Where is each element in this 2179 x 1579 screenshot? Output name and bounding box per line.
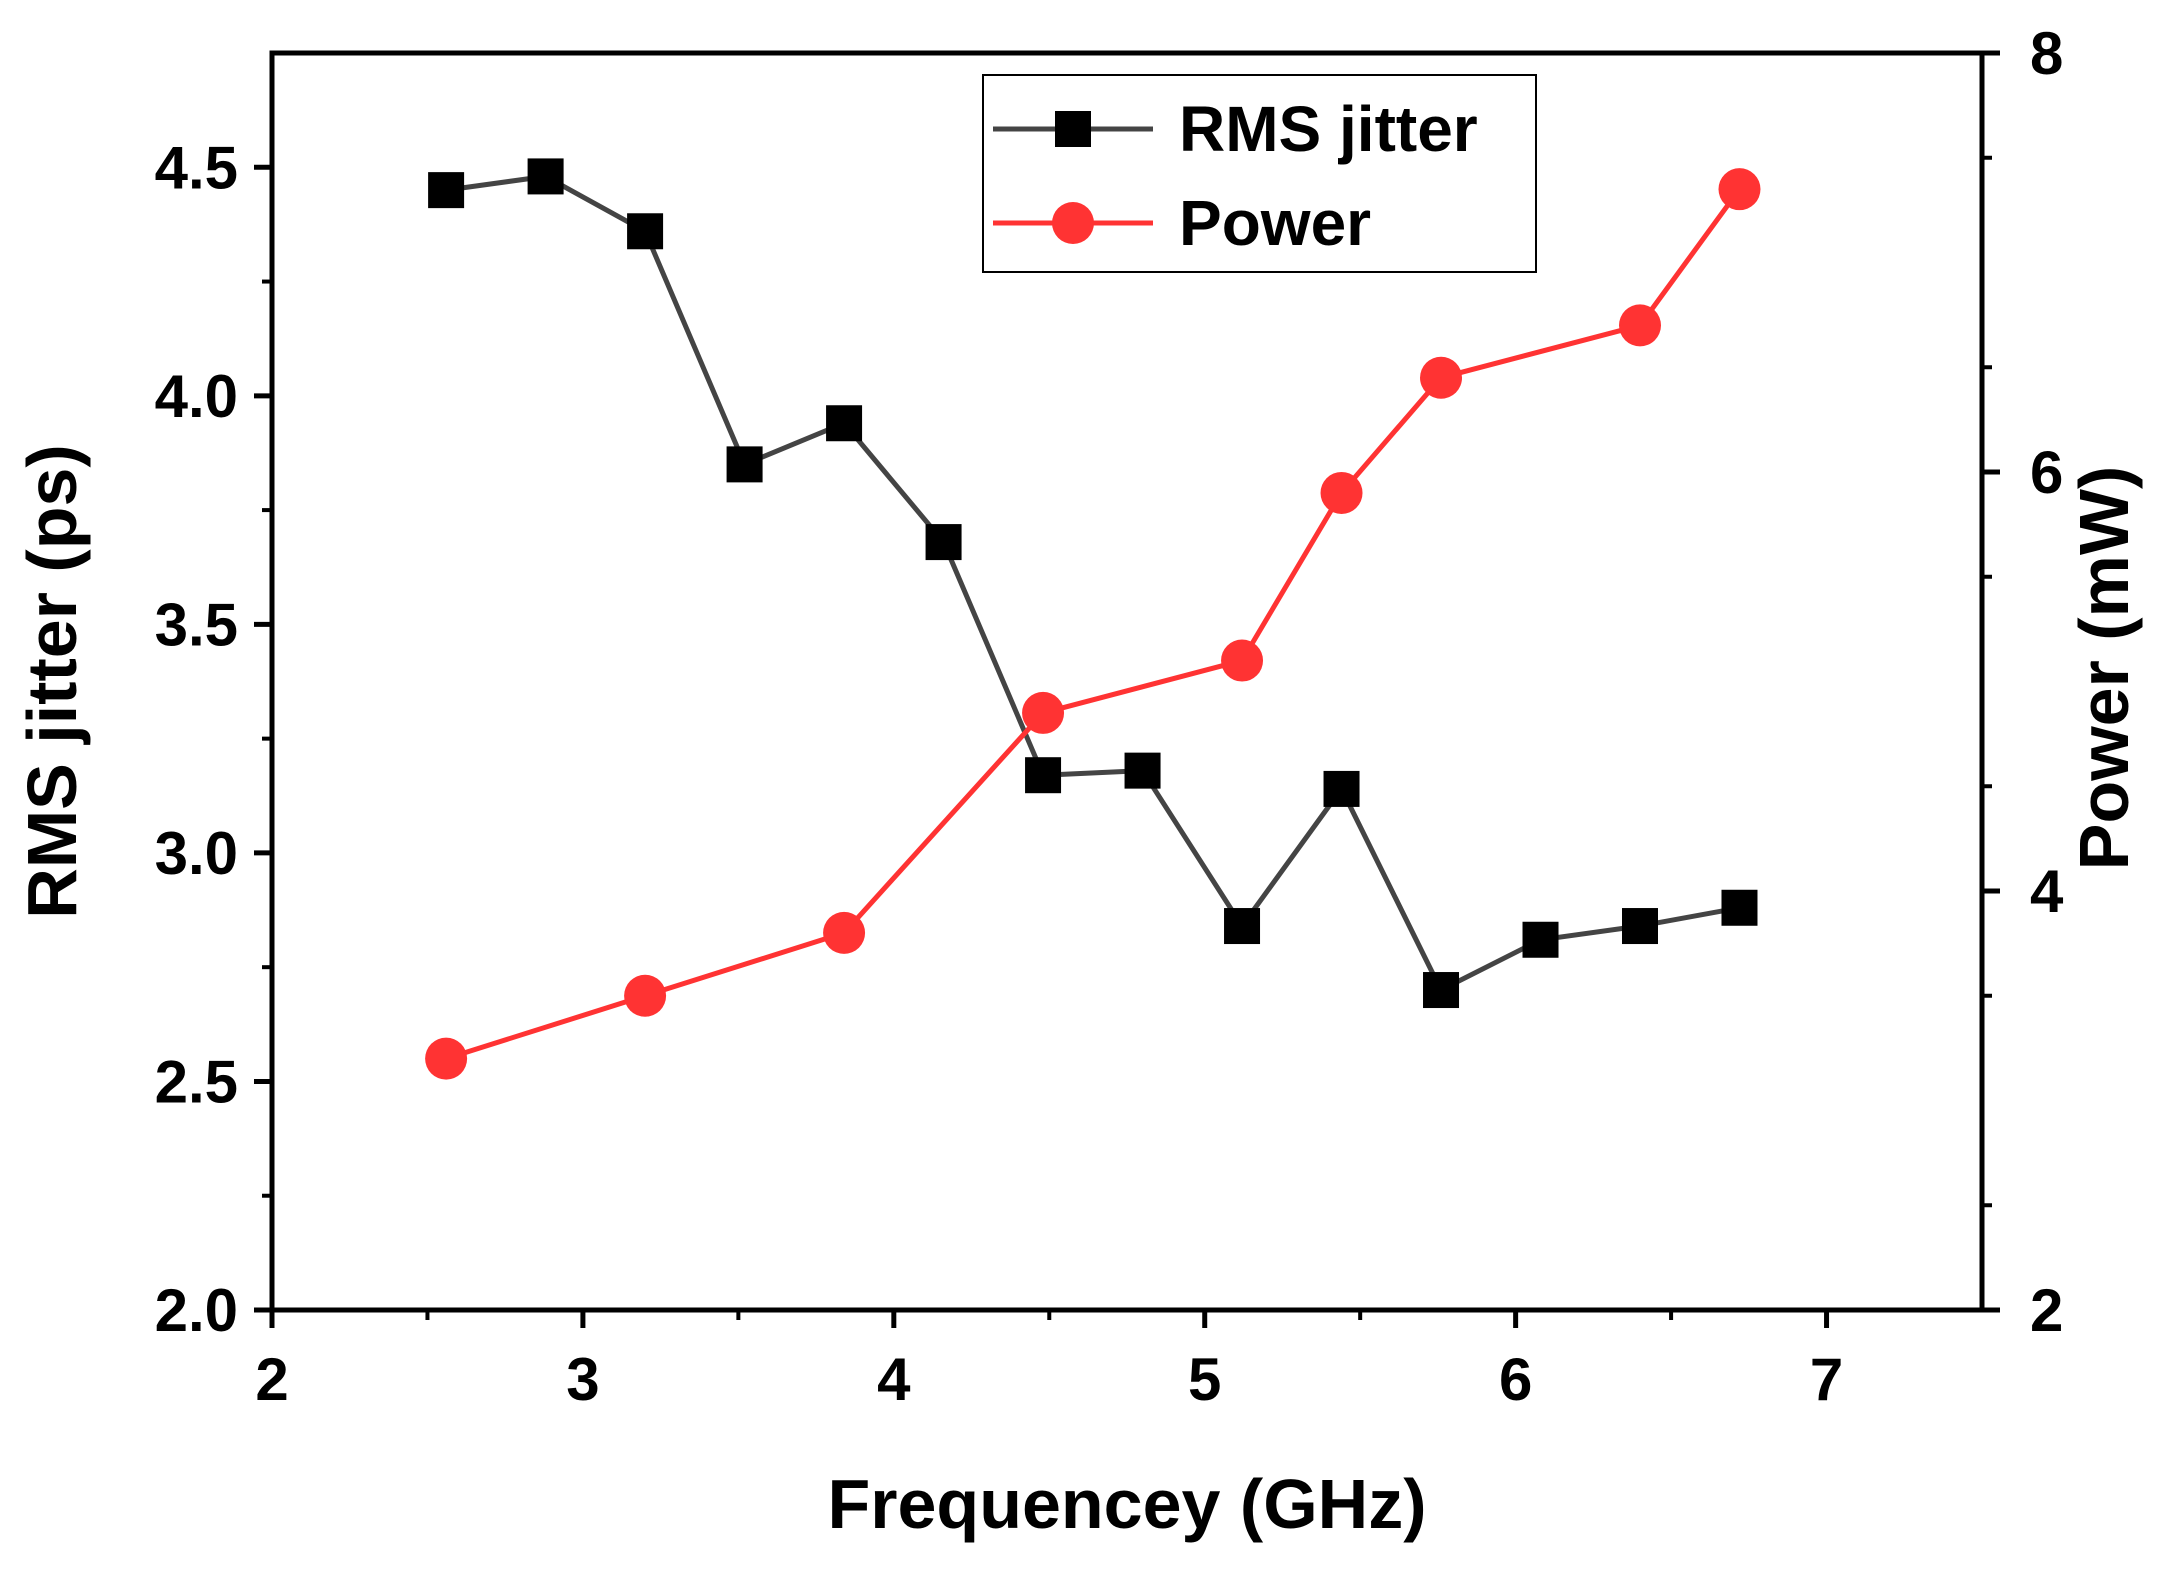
y-tick-label: 3.5: [155, 591, 238, 658]
x-tick-label: 7: [1810, 1346, 1843, 1413]
data-point-rms-jitter: [428, 172, 465, 209]
data-point-power: [1420, 356, 1463, 399]
y-tick-label: 4.0: [155, 363, 238, 430]
x-axis-title: Frequencey (GHz): [828, 1465, 1427, 1543]
data-point-power: [1221, 639, 1264, 682]
y2-axis-title: Power (mW): [2065, 466, 2143, 870]
data-point-power: [823, 911, 866, 954]
data-point-power: [425, 1037, 468, 1080]
data-point-rms-jitter: [1721, 889, 1758, 926]
y-tick-label: 2.0: [155, 1277, 238, 1344]
y-tick-label: 3.0: [155, 820, 238, 887]
legend-marker-rms-jitter: [1055, 111, 1091, 147]
x-tick-label: 5: [1188, 1346, 1221, 1413]
legend: RMS jitter Power: [982, 74, 1537, 273]
y2-tick-label: 8: [2030, 20, 2063, 87]
x-tick-label: 4: [877, 1346, 911, 1413]
y-tick-label: 2.5: [155, 1048, 238, 1115]
data-point-rms-jitter: [726, 446, 763, 483]
legend-marker-power: [1052, 202, 1094, 244]
data-point-rms-jitter: [1423, 972, 1460, 1009]
data-point-power: [1718, 168, 1761, 211]
data-point-power: [1619, 304, 1661, 347]
legend-label-power: Power: [1179, 187, 1371, 259]
legend-label-rms-jitter: RMS jitter: [1179, 93, 1478, 165]
y2-tick-label: 4: [2030, 858, 2064, 925]
data-point-rms-jitter: [1124, 752, 1161, 789]
data-point-power: [624, 974, 667, 1017]
x-tick-label: 3: [566, 1346, 599, 1413]
data-point-rms-jitter: [527, 158, 564, 195]
axes-layer: 2 3 4 5 6 7 2.0 2.5 3.0 3.5 4.0 4.5 2 4 6 8: [155, 20, 2064, 1413]
data-point-rms-jitter: [925, 524, 962, 561]
x-tick-label: 6: [1499, 1346, 1532, 1413]
data-point-rms-jitter: [1522, 921, 1559, 958]
data-point-rms-jitter: [1224, 908, 1261, 945]
y-tick-label: 4.5: [155, 134, 238, 201]
plot-frame: [269, 50, 1985, 1313]
y2-tick-label: 6: [2030, 439, 2063, 506]
data-point-rms-jitter: [627, 213, 664, 250]
data-point-power: [1022, 691, 1065, 734]
y-axis-title: RMS jitter (ps): [13, 444, 91, 918]
data-point-rms-jitter: [1025, 757, 1062, 794]
data-point-rms-jitter: [1323, 770, 1360, 807]
data-point-power: [1320, 471, 1363, 514]
y2-tick-label: 2: [2030, 1277, 2063, 1344]
x-tick-label: 2: [255, 1346, 288, 1413]
data-point-rms-jitter: [1622, 908, 1658, 945]
series-layer: [425, 158, 1761, 1080]
data-point-rms-jitter: [826, 405, 863, 442]
